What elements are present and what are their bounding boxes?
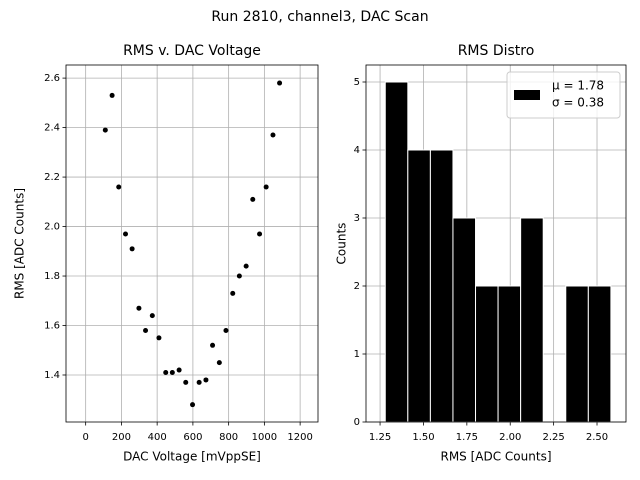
- bar: [384, 81, 409, 423]
- point: [203, 377, 209, 383]
- point: [216, 360, 222, 366]
- legend: μ = 1.78 σ = 0.38: [506, 71, 621, 119]
- legend-label: μ = 1.78: [552, 79, 604, 93]
- point: [270, 132, 276, 138]
- bar: [475, 285, 499, 423]
- point: [176, 367, 182, 373]
- legend-swatch: [514, 90, 540, 100]
- point: [230, 290, 236, 296]
- point: [263, 184, 269, 190]
- y-tick-label: 1.8: [44, 271, 60, 282]
- bar: [452, 217, 477, 423]
- point: [243, 263, 249, 269]
- x-tick-label: 1.75: [456, 432, 478, 443]
- point: [190, 402, 196, 408]
- axes-frame: [365, 64, 627, 423]
- y-axis-label: Counts: [335, 223, 349, 265]
- x-tick-label: 400: [148, 432, 167, 443]
- axes: 1.25 1.50 1.75 2.00 2.25 2.50 0 1 2 3 4 5 RMS Distro…: [335, 43, 627, 464]
- x-tick-label: 1200: [287, 432, 312, 443]
- x-tick-label: 0: [82, 432, 88, 443]
- x-tick-label: 2.25: [542, 432, 564, 443]
- point: [116, 184, 122, 190]
- axes-frame: [65, 64, 319, 423]
- bar: [565, 285, 589, 423]
- legend-label: σ = 0.38: [552, 96, 604, 110]
- x-tick-label: 200: [112, 432, 131, 443]
- bar: [407, 149, 431, 423]
- y-axis-label: RMS [ADC Counts]: [13, 188, 27, 299]
- point: [223, 327, 229, 333]
- y-tick-label: 1: [354, 349, 360, 360]
- x-axis-label: RMS [ADC Counts]: [440, 450, 551, 464]
- point: [210, 342, 216, 348]
- figure-title: Run 2810, channel3, DAC Scan: [211, 9, 428, 25]
- point: [123, 231, 129, 237]
- axes-title: RMS Distro: [458, 43, 535, 59]
- axes-title: RMS v. DAC Voltage: [123, 43, 261, 59]
- bar: [520, 217, 544, 423]
- y-tick-label: 2.0: [44, 222, 60, 233]
- point: [236, 273, 242, 279]
- y-tick-label: 1.4: [44, 370, 60, 381]
- point: [169, 370, 175, 376]
- point: [136, 305, 142, 311]
- bar: [429, 149, 454, 423]
- point: [149, 313, 155, 319]
- point: [196, 379, 202, 385]
- x-tick-label: 2.00: [499, 432, 521, 443]
- y-tick-label: 2.2: [44, 172, 60, 183]
- y-tick-label: 2: [354, 281, 360, 292]
- x-tick-label: 1.50: [412, 432, 434, 443]
- point: [156, 335, 162, 341]
- bar: [587, 285, 612, 423]
- point: [257, 231, 263, 237]
- x-tick-label: 1.25: [369, 432, 391, 443]
- x-tick-label: 2.50: [586, 432, 608, 443]
- x-axis-label: DAC Voltage [mVppSE]: [123, 450, 261, 464]
- point: [277, 80, 283, 86]
- bar: [497, 285, 522, 423]
- point: [163, 370, 169, 376]
- x-tick-label: 1000: [252, 432, 277, 443]
- point: [183, 379, 189, 385]
- legend-box: [506, 71, 621, 119]
- y-tick-label: 1.6: [44, 321, 60, 332]
- point: [102, 127, 108, 133]
- point: [109, 92, 115, 98]
- y-tick-label: 2.6: [44, 73, 60, 84]
- y-tick-label: 4: [354, 145, 360, 156]
- x-tick-label: 800: [219, 432, 238, 443]
- point: [129, 246, 135, 252]
- y-tick-label: 0: [354, 417, 360, 428]
- y-tick-label: 2.4: [44, 123, 60, 134]
- axes: 0 200 400 600 800 1000 1200 1.4 1.6 1.8 2.0 2.2 2.4 2…: [13, 43, 319, 464]
- point: [143, 327, 149, 333]
- y-tick-label: 3: [354, 213, 360, 224]
- x-tick-label: 600: [183, 432, 202, 443]
- y-tick-label: 5: [354, 77, 360, 88]
- point: [250, 196, 256, 202]
